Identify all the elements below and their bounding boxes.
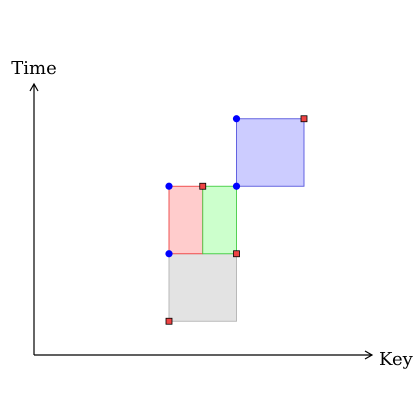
square-marker: [301, 116, 307, 122]
gray-region: [169, 254, 237, 322]
square-marker: [166, 318, 172, 324]
red-region: [169, 186, 203, 254]
circle-marker: [233, 115, 240, 122]
regions: [169, 119, 304, 322]
blue-region: [237, 119, 305, 187]
key-axis-label: Key: [379, 349, 414, 370]
circle-marker: [233, 183, 240, 190]
green-region: [203, 186, 237, 254]
circle-marker: [165, 250, 172, 257]
circle-marker: [165, 183, 172, 190]
square-marker: [200, 183, 206, 189]
time-axis-label: Time: [11, 58, 56, 79]
square-marker: [234, 251, 240, 257]
